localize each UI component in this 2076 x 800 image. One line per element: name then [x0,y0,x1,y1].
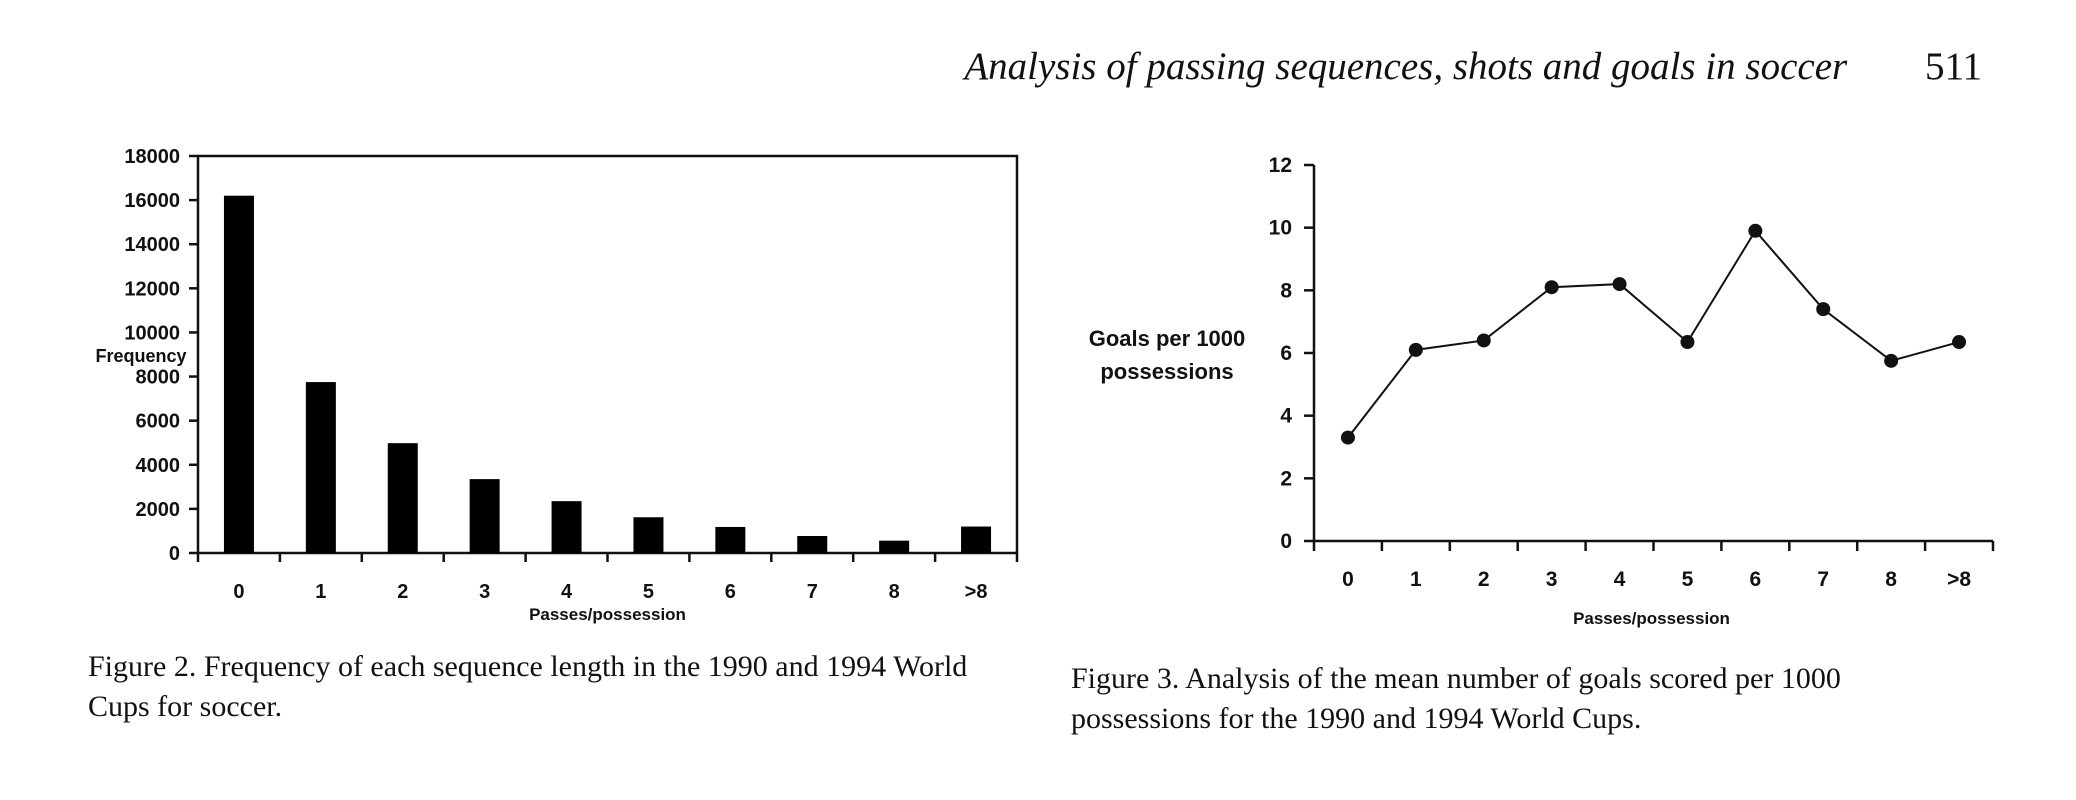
y-tick-label: 8 [1280,279,1292,302]
x-tick-label: 5 [1682,568,1694,591]
y-tick-label: 4 [1280,405,1292,428]
data-point [1816,302,1831,317]
y-tick-label: 8000 [136,367,181,389]
x-axis-label: Passes/possession [1573,609,1730,628]
x-tick-label: 6 [725,581,736,603]
bar [469,479,500,553]
y-tick-label: 12000 [124,278,180,300]
x-tick-label: 8 [1885,568,1897,591]
y-tick-label: 12 [1269,154,1292,177]
y-tick-label: 0 [1280,530,1292,553]
x-tick-label: >8 [1947,568,1971,591]
x-tick-label: >8 [965,581,988,603]
y-axis-label-line: Goals per 1000 [1089,326,1246,351]
y-tick-label: 6 [1280,342,1292,365]
y-tick-label: 4000 [136,455,181,477]
page-number: 511 [1924,45,1982,88]
bar [633,517,664,553]
bar [551,501,582,553]
page-header: Analysis of passing sequences, shots and… [964,44,1982,89]
figure-2-caption: Figure 2. Frequency of each sequence len… [88,650,968,723]
bar [715,526,746,553]
y-tick-label: 2 [1280,467,1292,490]
x-tick-label: 5 [643,581,654,603]
x-tick-label: 3 [1546,568,1558,591]
x-tick-label: 1 [315,581,326,603]
x-tick-label: 4 [1614,568,1626,591]
x-tick-label: 2 [1478,568,1490,591]
x-tick-label: 1 [1410,568,1422,591]
x-tick-label: 3 [479,581,490,603]
data-point [1612,277,1627,292]
y-axis-label: Frequency [95,346,186,366]
y-axis-label: Goals per 1000 possessions [1089,326,1246,384]
x-tick-label: 4 [561,581,573,603]
x-axis-label: Passes/possession [529,605,686,624]
data-point [1884,353,1899,368]
x-tick-label: 8 [889,581,900,603]
figure-3-caption: Figure 3. Analysis of the mean number of… [1071,662,1841,735]
data-point [1544,280,1559,295]
data-point [1952,335,1967,350]
x-tick-label: 0 [1342,568,1354,591]
y-tick-label: 6000 [136,411,181,433]
frequency-bar-chart: 0200040006000800010000120001400016000180… [95,146,1019,624]
bar [223,195,254,553]
series-line [1347,229,1960,439]
bar [961,526,992,553]
y-tick-label: 2000 [136,499,181,521]
y-tick-label: 18000 [124,146,180,168]
y-tick-label: 14000 [124,234,180,256]
y-axis-label-line: possessions [1100,359,1233,384]
bar [879,540,910,553]
x-tick-label: 2 [397,581,408,603]
data-point [1476,333,1491,348]
x-tick-label: 0 [233,581,244,603]
data-point [1340,430,1355,445]
bar [305,382,336,553]
x-tick-label: 6 [1750,568,1762,591]
y-tick-label: 0 [169,543,180,565]
data-point [1408,342,1423,357]
data-point [1680,335,1695,350]
y-tick-label: 16000 [124,190,180,212]
bar [797,536,828,553]
x-tick-label: 7 [1817,568,1829,591]
y-tick-label: 10 [1269,217,1292,240]
y-tick-label: 10000 [124,322,180,344]
x-tick-label: 7 [807,581,818,603]
data-point [1748,223,1763,238]
bar [387,443,418,553]
running-title: Analysis of passing sequences, shots and… [964,45,1848,88]
